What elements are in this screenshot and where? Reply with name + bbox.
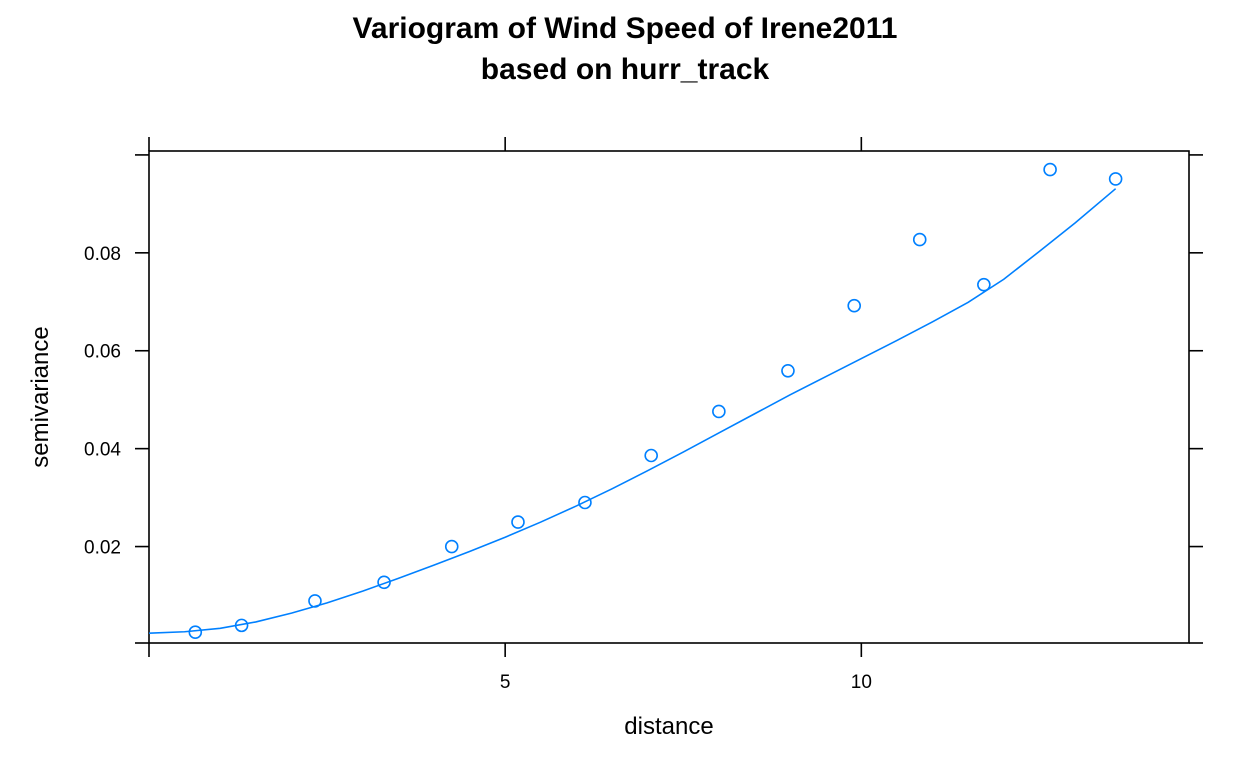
variogram-point: [977, 277, 991, 292]
axis-ticks: [135, 137, 1203, 657]
variogram-point: [511, 515, 525, 529]
variogram-point: [308, 594, 322, 608]
variogram-point: [712, 404, 726, 419]
x-axis-label: distance: [624, 713, 713, 740]
variogram-point: [377, 575, 391, 590]
fitted-variogram-line: [148, 188, 1117, 635]
y-tick-label: 0.08: [84, 244, 121, 265]
chart-title-line-2: based on hurr_track: [481, 53, 770, 86]
sample-variogram-points: [188, 162, 1123, 640]
x-tick-label: 10: [851, 672, 872, 693]
y-axis-label: semivariance: [27, 326, 54, 467]
y-tick-label: 0.04: [84, 440, 121, 461]
variogram-point: [781, 364, 795, 378]
y-tick-label: 0.02: [84, 538, 121, 559]
chart-title-line-1: Variogram of Wind Speed of Irene2011: [353, 12, 898, 45]
variogram-point: [1043, 162, 1057, 177]
variogram-point: [912, 232, 927, 247]
variogram-point: [188, 625, 203, 640]
variogram-point: [1108, 172, 1123, 186]
variogram-point: [578, 495, 592, 510]
variogram-point: [847, 298, 862, 313]
x-tick-label: 5: [500, 672, 511, 693]
axis-tick-labels: 5 10 0.02 0.04 0.06 0.08: [84, 244, 872, 693]
plot-frame: [148, 150, 1190, 644]
y-tick-label: 0.06: [84, 342, 121, 363]
variogram-point: [644, 448, 658, 463]
variogram-point: [234, 618, 249, 633]
variogram-point: [444, 539, 459, 554]
